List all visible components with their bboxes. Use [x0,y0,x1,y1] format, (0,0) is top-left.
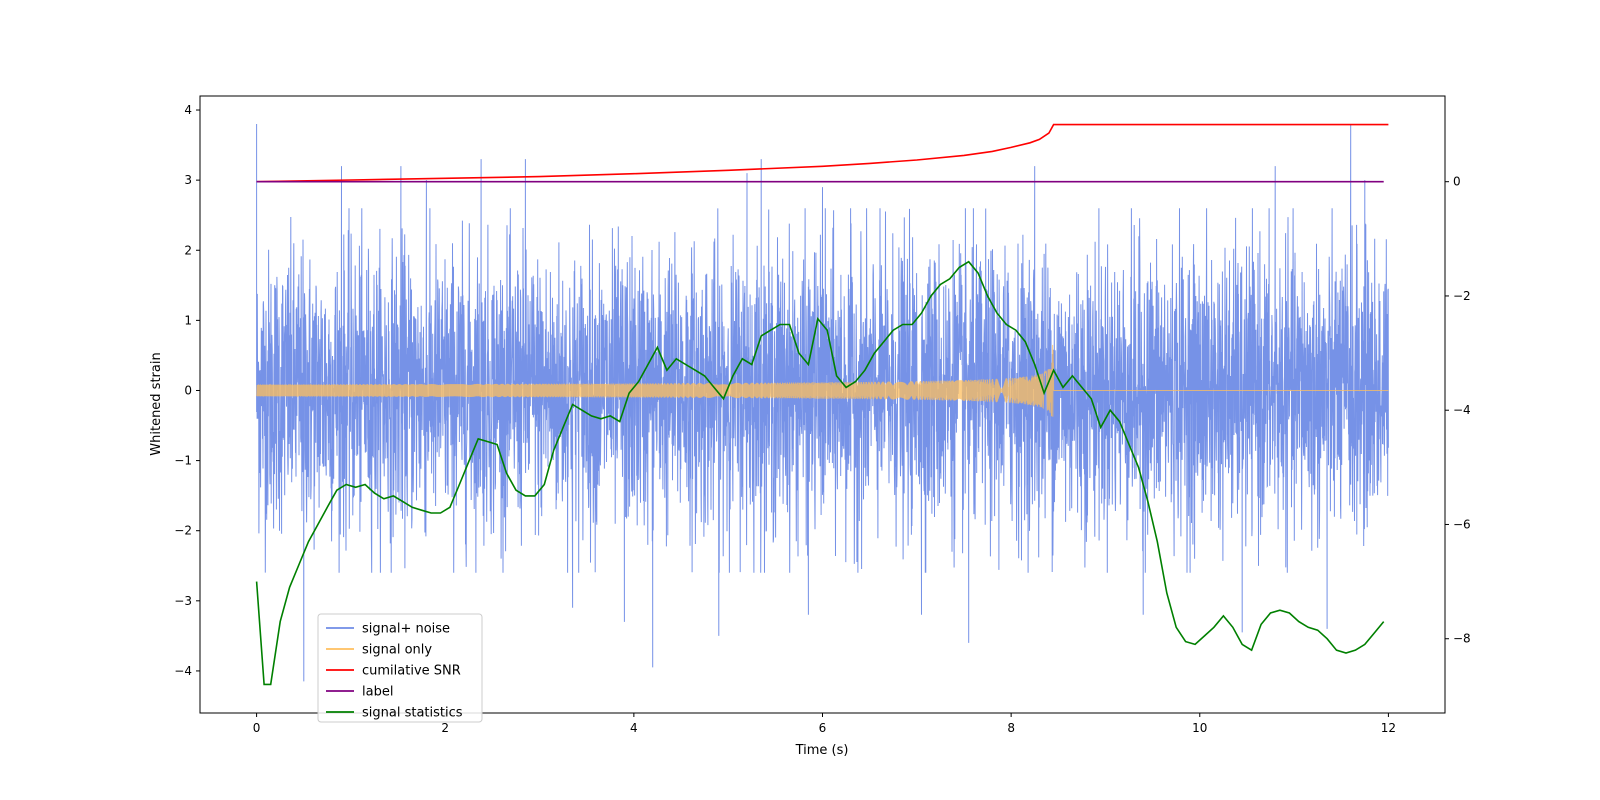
y2-tick-label: 0 [1453,175,1461,189]
legend-label: cumilative SNR [362,664,461,679]
y-axis-ticks: 4 3 2 1 0 −1 −2 −3 −4 [174,103,200,678]
series-line-signal-noise [256,123,1389,682]
y2-axis-ticks: 0 −2 −4 −6 −8 [1445,175,1471,646]
y-tick-label: 1 [184,313,192,327]
x-tick-label: 0 [253,721,261,735]
y-tick-label: −3 [174,594,192,608]
legend-label: label [362,685,393,700]
legend-box [317,613,483,723]
x-tick-label: 4 [630,721,638,735]
y-tick-label: −1 [174,454,192,468]
x-axis-label: Time (s) [795,743,849,758]
y-tick-label: 3 [184,173,192,187]
y-tick-label: −4 [174,664,192,678]
series-layer [255,123,1389,686]
series-line-signal-statistics [255,260,1385,686]
series-line-cumilative-snr [256,123,1389,183]
y-tick-label: 2 [184,243,192,257]
x-tick-label: 2 [441,721,449,735]
y-axis-label: Whitened strain [149,352,164,455]
y2-tick-label: −2 [1453,289,1471,303]
y-tick-label: 0 [184,383,192,397]
legend-label: signal statistics [362,706,463,721]
y2-tick-label: −6 [1453,517,1471,531]
y-tick-label: −2 [174,524,192,538]
x-tick-label: 8 [1007,721,1015,735]
legend-label: signal+ noise [362,622,450,637]
legend-label: signal only [362,643,432,658]
x-tick-label: 10 [1192,721,1207,735]
legend: signal+ noise signal only cumilative SNR la… [317,613,483,723]
y2-tick-label: −4 [1453,403,1471,417]
y2-tick-label: −8 [1453,632,1471,646]
x-tick-label: 6 [819,721,827,735]
y-tick-label: 4 [184,103,192,117]
x-tick-label: 12 [1381,721,1396,735]
series-line-signal-only [256,344,1389,417]
x-axis-ticks: 0 2 4 6 8 10 12 [253,713,1396,735]
